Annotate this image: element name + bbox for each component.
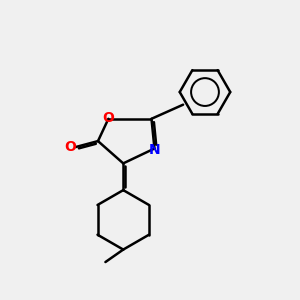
Text: N: N <box>149 143 161 157</box>
Text: O: O <box>64 140 76 154</box>
Text: O: O <box>102 111 114 125</box>
